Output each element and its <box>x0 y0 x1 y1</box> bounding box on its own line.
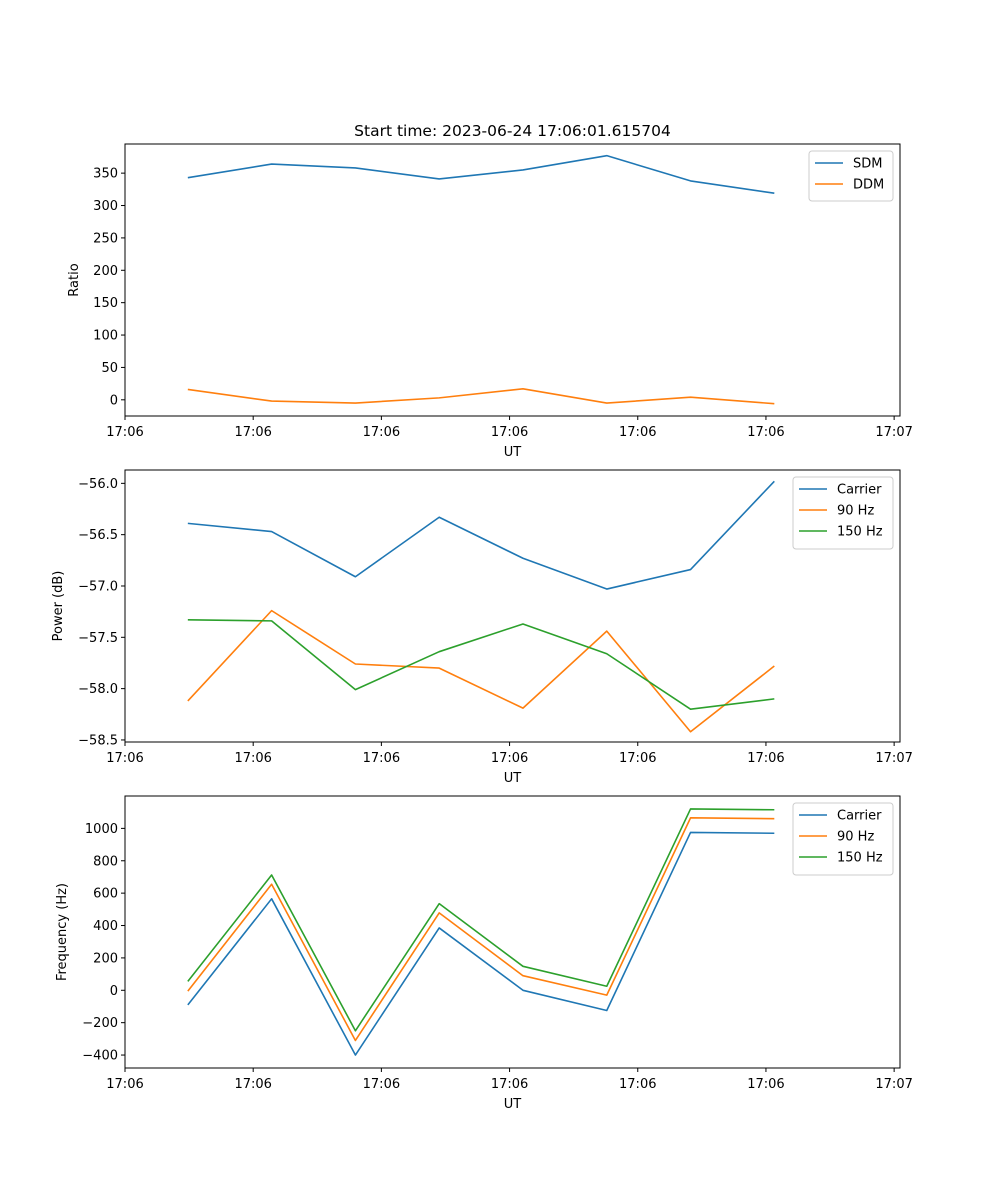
chart-panel-1: Start time: 2023-06-24 17:06:01.615704 17… <box>67 122 913 460</box>
legend-label: SDM <box>853 157 882 172</box>
plot-frame <box>124 469 901 743</box>
x-tick-label: 17:06 <box>619 751 656 766</box>
y-axis-label: Power (dB) <box>51 571 66 642</box>
y-tick-label: 250 <box>93 231 118 246</box>
legend-label: DDM <box>853 178 884 193</box>
y-axis-label: Frequency (Hz) <box>55 883 70 981</box>
y-tick-label: 0 <box>110 984 118 999</box>
series-line-2 <box>187 817 775 1042</box>
y-tick-label: −200 <box>82 1016 118 1031</box>
series-line-3 <box>187 619 775 710</box>
x-tick-label: 17:06 <box>491 425 528 440</box>
legend-label: Carrier <box>837 483 882 498</box>
series-line-1 <box>187 480 775 590</box>
y-axis-label: Ratio <box>67 263 82 296</box>
x-tick-label: 17:06 <box>747 425 784 440</box>
x-axis-label: UT <box>504 445 522 460</box>
x-tick-label: 17:06 <box>106 1077 143 1092</box>
y-tick-label: 200 <box>93 951 118 966</box>
legend: SDM DDM <box>808 150 894 202</box>
y-tick-label: −58.0 <box>78 682 118 697</box>
x-tick-label: 17:06 <box>491 1077 528 1092</box>
chart-title: Start time: 2023-06-24 17:06:01.615704 <box>354 122 671 140</box>
y-tick-label: 350 <box>93 167 118 182</box>
plot-frame <box>124 143 901 417</box>
x-tick-label: 17:07 <box>875 425 912 440</box>
x-tick-label: 17:06 <box>106 751 143 766</box>
x-tick-label: 17:07 <box>875 751 912 766</box>
x-tick-label: 17:06 <box>234 1077 271 1092</box>
chart-panel-3: 17:06 17:06 17:06 17:06 17:06 17:06 17:07 −400 −… <box>55 795 913 1112</box>
y-tick-label: −57.5 <box>78 631 118 646</box>
x-tick-label: 17:06 <box>619 425 656 440</box>
legend-label: 90 Hz <box>837 830 874 845</box>
y-tick-label: −56.0 <box>78 477 118 492</box>
series-line-2 <box>187 387 775 405</box>
legend-label: 150 Hz <box>837 525 883 540</box>
y-tick-label: 600 <box>93 887 118 902</box>
x-tick-label: 17:06 <box>234 425 271 440</box>
series-line-3 <box>187 808 775 1032</box>
x-tick-label: 17:06 <box>747 751 784 766</box>
y-tick-label: −56.5 <box>78 528 118 543</box>
y-tick-label: 0 <box>110 393 118 408</box>
series-line-2 <box>187 609 775 733</box>
series-line-1 <box>187 154 775 195</box>
series-line-1 <box>187 831 775 1056</box>
legend: Carrier 90 Hz 150 Hz <box>792 802 894 876</box>
y-tick-label: 800 <box>93 854 118 869</box>
x-tick-label: 17:06 <box>363 1077 400 1092</box>
legend: Carrier 90 Hz 150 Hz <box>792 476 894 550</box>
x-tick-label: 17:06 <box>234 751 271 766</box>
chart-panel-2: 17:06 17:06 17:06 17:06 17:06 17:06 17:07 −58.5… <box>51 469 913 786</box>
y-tick-label: 50 <box>101 361 118 376</box>
y-tick-label: −400 <box>82 1049 118 1064</box>
x-tick-label: 17:06 <box>363 425 400 440</box>
legend-label: 150 Hz <box>837 851 883 866</box>
y-tick-label: 400 <box>93 919 118 934</box>
y-tick-label: 300 <box>93 199 118 214</box>
x-tick-label: 17:06 <box>619 1077 656 1092</box>
x-tick-label: 17:07 <box>875 1077 912 1092</box>
plot-frame <box>124 795 901 1069</box>
y-tick-label: −58.5 <box>78 733 118 748</box>
legend-label: 90 Hz <box>837 504 874 519</box>
y-tick-label: 200 <box>93 264 118 279</box>
legend-label: Carrier <box>837 809 882 824</box>
x-axis-label: UT <box>504 771 522 786</box>
y-tick-label: −57.0 <box>78 579 118 594</box>
y-tick-label: 150 <box>93 296 118 311</box>
x-tick-label: 17:06 <box>106 425 143 440</box>
x-tick-label: 17:06 <box>747 1077 784 1092</box>
y-tick-label: 100 <box>93 329 118 344</box>
x-tick-label: 17:06 <box>363 751 400 766</box>
x-tick-label: 17:06 <box>491 751 528 766</box>
x-axis-label: UT <box>504 1097 522 1112</box>
y-tick-label: 1000 <box>85 822 118 837</box>
